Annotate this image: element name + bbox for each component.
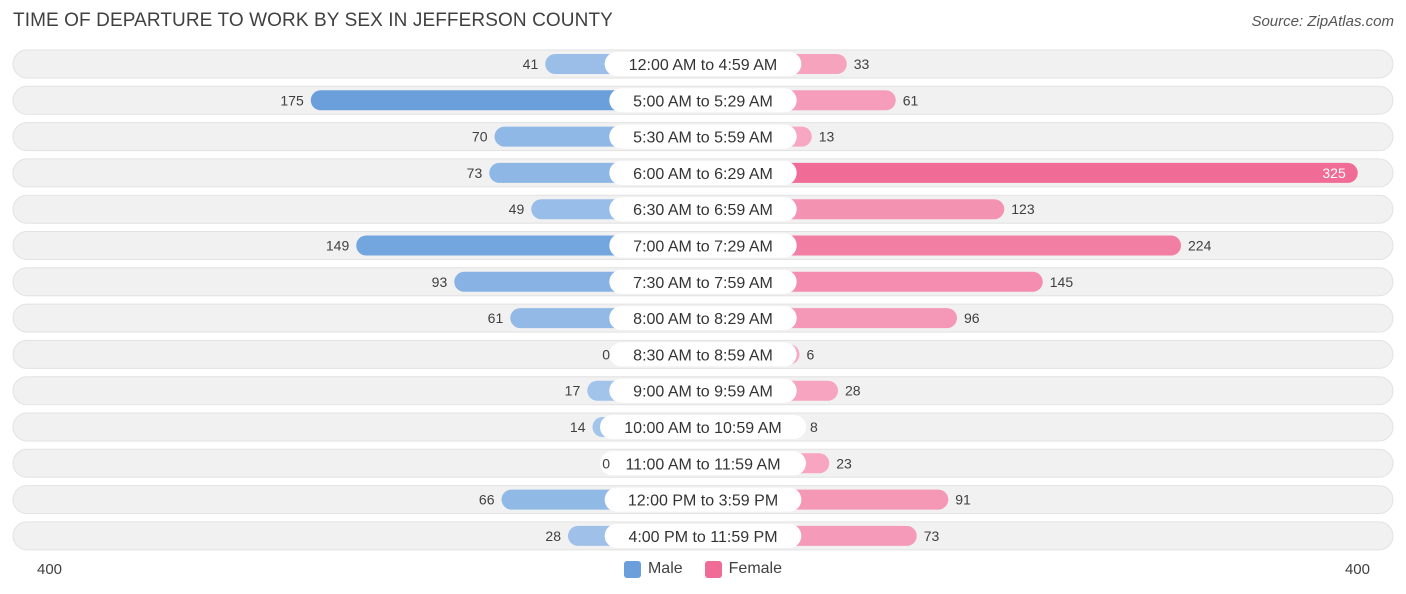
value-male-7: 61 bbox=[488, 310, 504, 326]
value-male-5: 149 bbox=[326, 238, 350, 254]
category-label-9: 9:00 AM to 9:59 AM bbox=[633, 384, 773, 401]
value-female-1: 61 bbox=[903, 92, 919, 108]
axis-min-label: 400 bbox=[37, 561, 63, 578]
value-female-12: 91 bbox=[955, 492, 971, 508]
value-male-4: 49 bbox=[509, 201, 525, 217]
value-male-9: 17 bbox=[565, 383, 581, 399]
value-female-2: 13 bbox=[819, 129, 835, 145]
source-note: Source: ZipAtlas.com bbox=[1251, 13, 1394, 30]
value-male-13: 28 bbox=[545, 528, 561, 544]
category-label-12: 12:00 PM to 3:59 PM bbox=[628, 493, 778, 510]
value-female-13: 73 bbox=[924, 528, 940, 544]
category-label-2: 5:30 AM to 5:59 AM bbox=[633, 130, 773, 147]
axis-max-label: 400 bbox=[1344, 561, 1370, 578]
value-female-3: 325 bbox=[1322, 165, 1346, 181]
legend-swatch-female bbox=[704, 560, 722, 578]
bar-female-5 bbox=[703, 235, 1181, 256]
value-male-10: 14 bbox=[570, 419, 586, 435]
legend-label-male: Male bbox=[647, 560, 683, 577]
value-male-6: 93 bbox=[432, 274, 448, 290]
category-label-3: 6:00 AM to 6:29 AM bbox=[633, 166, 773, 183]
category-pill-0 bbox=[604, 52, 802, 76]
value-female-8: 6 bbox=[807, 346, 815, 362]
bar-female-3 bbox=[703, 162, 1358, 183]
bar-male-1 bbox=[310, 90, 703, 111]
value-male-0: 41 bbox=[523, 56, 539, 72]
chart-title: TIME OF DEPARTURE TO WORK BY SEX IN JEFF… bbox=[13, 10, 613, 31]
value-male-2: 70 bbox=[472, 129, 488, 145]
category-pill-3 bbox=[609, 160, 797, 185]
value-female-4: 123 bbox=[1011, 201, 1035, 217]
legend-label-female: Female bbox=[728, 560, 783, 577]
category-pill-4 bbox=[609, 197, 797, 222]
category-pill-5 bbox=[609, 233, 797, 258]
value-female-0: 33 bbox=[854, 56, 870, 72]
category-label-7: 8:00 AM to 8:29 AM bbox=[633, 311, 773, 328]
value-female-7: 96 bbox=[964, 310, 980, 326]
value-male-8: 0 bbox=[602, 346, 610, 362]
legend: Male Female bbox=[0, 560, 1406, 578]
category-pill-1 bbox=[609, 88, 797, 113]
category-pill-10 bbox=[600, 415, 806, 439]
category-label-13: 4:00 PM to 11:59 PM bbox=[628, 529, 777, 546]
category-pill-2 bbox=[609, 124, 797, 149]
category-pill-13 bbox=[604, 523, 802, 548]
category-label-0: 12:00 AM to 4:59 AM bbox=[629, 57, 778, 74]
value-male-12: 66 bbox=[479, 492, 495, 508]
category-label-1: 5:00 AM to 5:29 AM bbox=[633, 93, 773, 110]
value-female-10: 8 bbox=[810, 419, 818, 435]
legend-item-female: Female bbox=[704, 560, 783, 578]
category-label-4: 6:30 AM to 6:59 AM bbox=[633, 202, 773, 219]
value-male-1: 175 bbox=[280, 92, 304, 108]
legend-item-male: Male bbox=[623, 560, 683, 578]
category-pill-7 bbox=[609, 306, 797, 331]
category-label-10: 10:00 AM to 10:59 AM bbox=[624, 420, 781, 437]
category-label-8: 8:30 AM to 8:59 AM bbox=[633, 347, 773, 364]
value-male-11: 0 bbox=[602, 455, 610, 471]
category-pill-6 bbox=[609, 269, 797, 294]
chart-canvas: 12:00 AM to 4:59 AM 41 33 5:00 AM to 5:29 A… bbox=[12, 49, 1394, 551]
value-female-6: 145 bbox=[1050, 274, 1074, 290]
category-pill-12 bbox=[604, 487, 802, 512]
value-female-9: 28 bbox=[845, 383, 861, 399]
category-label-11: 11:00 AM to 11:59 AM bbox=[625, 456, 780, 473]
value-female-11: 23 bbox=[836, 455, 852, 471]
category-pill-9 bbox=[609, 378, 797, 403]
category-pill-11 bbox=[600, 451, 806, 476]
value-female-5: 224 bbox=[1188, 238, 1212, 254]
category-label-6: 7:30 AM to 7:59 AM bbox=[633, 275, 773, 292]
value-male-3: 73 bbox=[467, 165, 483, 181]
category-pill-8 bbox=[609, 342, 797, 367]
category-label-5: 7:00 AM to 7:29 AM bbox=[633, 239, 773, 256]
legend-swatch-male bbox=[623, 560, 641, 578]
